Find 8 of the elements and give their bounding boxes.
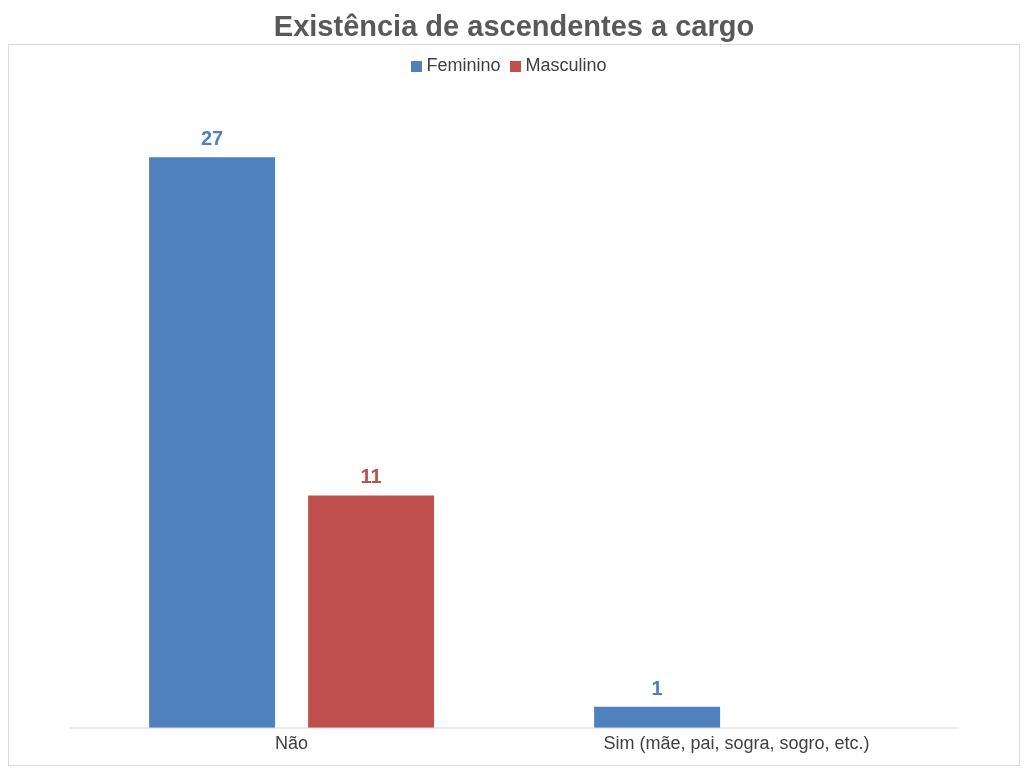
chart-title: Existência de ascendentes a cargo: [272, 9, 756, 44]
data-label: 11: [360, 465, 382, 488]
x-tick-label: Sim (mãe, pai, sogra, sogro, etc.): [603, 732, 870, 753]
data-label: 27: [200, 127, 224, 150]
x-tick-label: Não: [274, 732, 309, 753]
legend-label: Masculino: [525, 55, 607, 75]
legend-label: Feminino: [426, 55, 501, 75]
data-label: 1: [651, 676, 663, 699]
